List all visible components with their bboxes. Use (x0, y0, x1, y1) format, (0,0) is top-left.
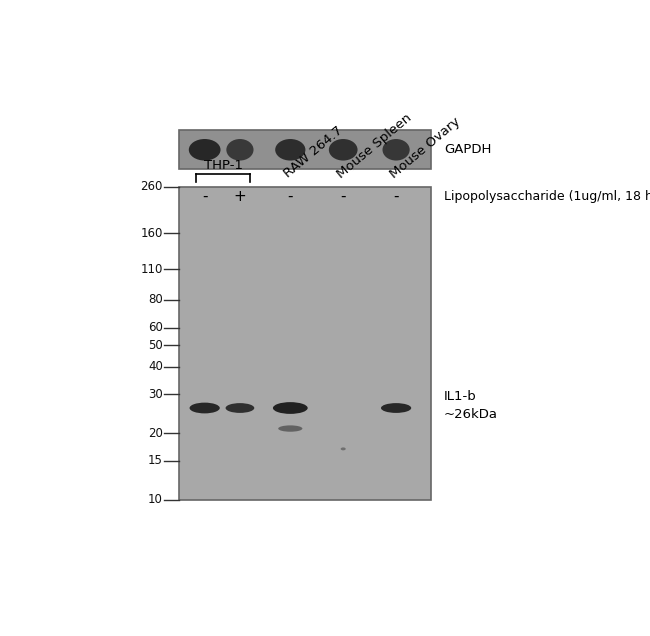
Text: 110: 110 (140, 263, 163, 276)
Text: IL1-b
~26kDa: IL1-b ~26kDa (444, 390, 498, 421)
Text: -: - (341, 189, 346, 204)
Bar (179, 186, 432, 500)
Text: -: - (202, 189, 207, 204)
Text: RAW 264.7: RAW 264.7 (282, 124, 346, 181)
Text: 160: 160 (140, 226, 163, 240)
Ellipse shape (190, 403, 220, 413)
Text: GAPDH: GAPDH (444, 143, 491, 156)
Ellipse shape (226, 139, 254, 160)
Text: -: - (393, 189, 399, 204)
Bar (179, 130, 432, 169)
Text: +: + (233, 189, 246, 204)
Text: 20: 20 (148, 427, 163, 439)
Text: 50: 50 (148, 338, 163, 352)
Text: 30: 30 (148, 388, 163, 401)
Ellipse shape (381, 403, 411, 413)
Text: 40: 40 (148, 360, 163, 373)
Ellipse shape (275, 139, 306, 160)
Text: 80: 80 (148, 293, 163, 307)
Ellipse shape (341, 447, 346, 450)
Ellipse shape (226, 403, 254, 413)
Text: 10: 10 (148, 494, 163, 506)
Text: THP-1: THP-1 (203, 159, 242, 172)
Ellipse shape (273, 402, 307, 414)
Text: 15: 15 (148, 455, 163, 467)
Text: Lipopolysaccharide (1ug/ml, 18 hours): Lipopolysaccharide (1ug/ml, 18 hours) (444, 190, 650, 203)
Text: -: - (287, 189, 293, 204)
Text: Mouse Spleen: Mouse Spleen (335, 111, 415, 181)
Ellipse shape (278, 425, 302, 432)
Ellipse shape (382, 139, 410, 160)
Ellipse shape (329, 139, 358, 160)
Text: 60: 60 (148, 321, 163, 334)
Text: 260: 260 (140, 180, 163, 193)
Ellipse shape (188, 139, 220, 160)
Text: Mouse Ovary: Mouse Ovary (388, 114, 463, 181)
